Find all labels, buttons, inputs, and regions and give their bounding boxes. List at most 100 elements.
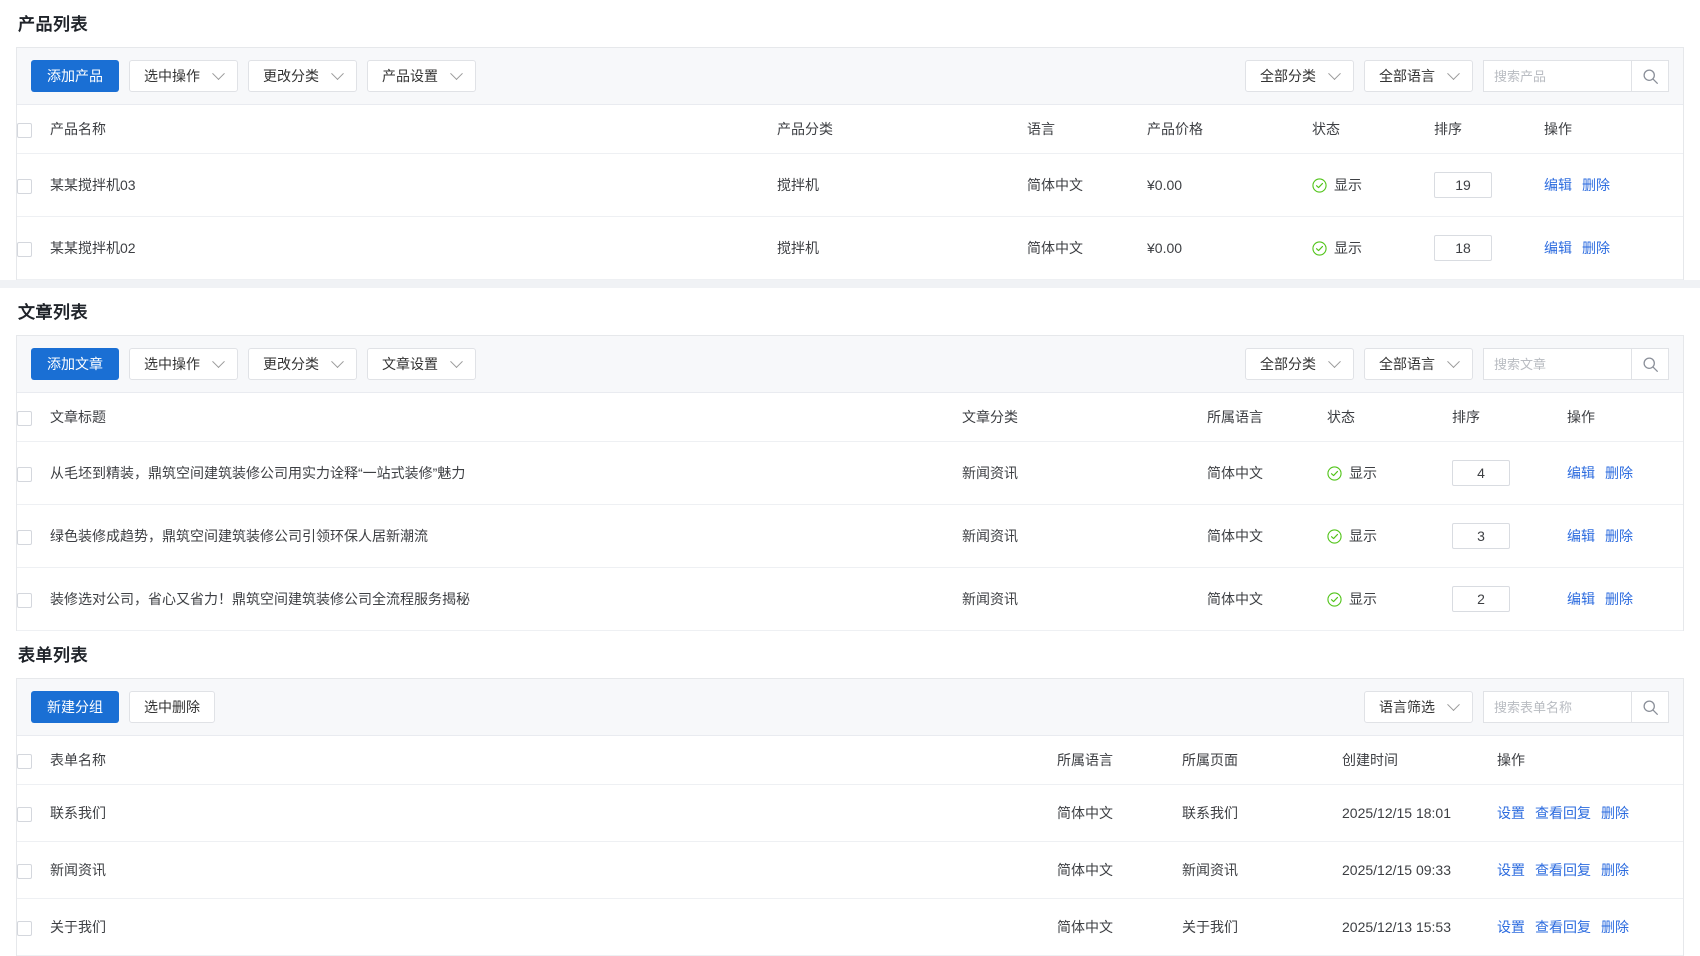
select-all-checkbox[interactable] [17, 122, 32, 138]
settings-link[interactable]: 设置 [1497, 919, 1525, 935]
article-filter-category-dropdown[interactable]: 全部分类 [1245, 348, 1354, 380]
delete-link[interactable]: 删除 [1582, 177, 1610, 193]
product-filter-language-dropdown[interactable]: 全部语言 [1364, 60, 1473, 92]
form-th-page: 所属页面 [1182, 736, 1342, 785]
product-change-category-dropdown[interactable]: 更改分类 [248, 60, 357, 92]
check-circle-icon [1312, 240, 1327, 256]
article-th-actions: 操作 [1567, 393, 1683, 442]
article-title-label: 装修选对公司，省心又省力！鼎筑空间建筑装修公司全流程服务揭秘 [50, 591, 470, 607]
delete-link[interactable]: 删除 [1582, 240, 1610, 256]
article-search-button[interactable] [1631, 348, 1669, 380]
sort-input[interactable] [1434, 235, 1492, 261]
delete-link[interactable]: 删除 [1605, 591, 1633, 607]
form-actions-cell: 设置 查看回复 删除 [1497, 898, 1683, 956]
add-product-button[interactable]: 添加产品 [31, 60, 119, 92]
form-page-cell: 关于我们 [1182, 898, 1342, 956]
form-table-header-row: 表单名称 所属语言 所属页面 创建时间 操作 [17, 736, 1683, 785]
row-checkbox[interactable] [17, 592, 32, 608]
article-bulk-action-dropdown[interactable]: 选中操作 [129, 348, 238, 380]
form-search-input[interactable] [1483, 691, 1631, 723]
row-checkbox[interactable] [17, 178, 32, 194]
row-checkbox[interactable] [17, 529, 32, 545]
form-bulk-delete-button[interactable]: 选中删除 [129, 691, 215, 723]
row-checkbox[interactable] [17, 806, 32, 822]
view-replies-link[interactable]: 查看回复 [1535, 805, 1591, 821]
article-language-cell: 简体中文 [1207, 504, 1327, 568]
product-filter-category-dropdown[interactable]: 全部分类 [1245, 60, 1354, 92]
check-circle-icon [1327, 591, 1342, 607]
form-name-label: 联系我们 [50, 805, 106, 821]
article-table-header-row: 文章标题 文章分类 所属语言 状态 排序 操作 [17, 393, 1683, 442]
product-category-cell: 搅拌机 [777, 216, 1027, 280]
product-bulk-action-dropdown[interactable]: 选中操作 [129, 60, 238, 92]
product-th-language: 语言 [1027, 105, 1147, 154]
edit-link[interactable]: 编辑 [1544, 240, 1572, 256]
product-panel: 添加产品 选中操作 更改分类 产品设置 全部分类 [16, 47, 1684, 280]
article-bulk-action-label: 选中操作 [144, 356, 200, 372]
view-replies-link[interactable]: 查看回复 [1535, 862, 1591, 878]
sort-input[interactable] [1452, 523, 1510, 549]
form-name-label: 关于我们 [50, 919, 106, 935]
form-page-cell: 联系我们 [1182, 784, 1342, 842]
settings-link[interactable]: 设置 [1497, 862, 1525, 878]
article-settings-dropdown[interactable]: 文章设置 [367, 348, 476, 380]
table-row: 从毛坯到精装，鼎筑空间建筑装修公司用实力诠释“一站式装修”魅力 新闻资讯 简体中… [17, 441, 1683, 505]
product-status-cell: 显示 [1312, 153, 1434, 217]
edit-link[interactable]: 编辑 [1567, 465, 1595, 481]
row-checkbox[interactable] [17, 863, 32, 879]
article-th-status: 状态 [1327, 393, 1452, 442]
edit-link[interactable]: 编辑 [1544, 177, 1572, 193]
product-price-cell: ¥0.00 [1147, 216, 1312, 280]
delete-link[interactable]: 删除 [1605, 528, 1633, 544]
product-name-cell: 某某搅拌机03 [17, 153, 777, 217]
delete-link[interactable]: 删除 [1601, 862, 1629, 878]
row-checkbox[interactable] [17, 920, 32, 936]
article-filter-language-dropdown[interactable]: 全部语言 [1364, 348, 1473, 380]
product-settings-dropdown[interactable]: 产品设置 [367, 60, 476, 92]
form-th-name-label: 表单名称 [50, 752, 106, 768]
article-th-category: 文章分类 [962, 393, 1207, 442]
article-search-input[interactable] [1483, 348, 1631, 380]
article-title-cell: 从毛坯到精装，鼎筑空间建筑装修公司用实力诠释“一站式装修”魅力 [17, 441, 962, 505]
form-search-button[interactable] [1631, 691, 1669, 723]
article-actions-cell: 编辑 删除 [1567, 441, 1683, 505]
article-title-cell: 装修选对公司，省心又省力！鼎筑空间建筑装修公司全流程服务揭秘 [17, 567, 962, 631]
edit-link[interactable]: 编辑 [1567, 528, 1595, 544]
product-search-input[interactable] [1483, 60, 1631, 92]
view-replies-link[interactable]: 查看回复 [1535, 919, 1591, 935]
settings-link[interactable]: 设置 [1497, 805, 1525, 821]
select-all-checkbox[interactable] [17, 753, 32, 769]
form-panel: 新建分组 选中删除 语言筛选 [16, 678, 1684, 956]
sort-input[interactable] [1434, 172, 1492, 198]
form-language-cell: 简体中文 [1057, 784, 1182, 842]
article-actions-cell: 编辑 删除 [1567, 567, 1683, 631]
row-checkbox[interactable] [17, 466, 32, 482]
row-checkbox[interactable] [17, 241, 32, 257]
article-change-category-dropdown[interactable]: 更改分类 [248, 348, 357, 380]
edit-link[interactable]: 编辑 [1567, 591, 1595, 607]
sort-input[interactable] [1452, 460, 1510, 486]
product-th-name-label: 产品名称 [50, 121, 106, 137]
product-name-label: 某某搅拌机02 [50, 240, 136, 256]
form-filter-language-dropdown[interactable]: 语言筛选 [1364, 691, 1473, 723]
chevron-down-icon [212, 66, 225, 80]
product-section-title: 产品列表 [0, 0, 1700, 47]
delete-link[interactable]: 删除 [1601, 805, 1629, 821]
product-status-cell: 显示 [1312, 216, 1434, 280]
table-row: 装修选对公司，省心又省力！鼎筑空间建筑装修公司全流程服务揭秘 新闻资讯 简体中文… [17, 567, 1683, 631]
new-group-button[interactable]: 新建分组 [31, 691, 119, 723]
delete-link[interactable]: 删除 [1601, 919, 1629, 935]
delete-link[interactable]: 删除 [1605, 465, 1633, 481]
product-filter-language-label: 全部语言 [1379, 68, 1435, 84]
product-search-button[interactable] [1631, 60, 1669, 92]
search-icon [1642, 356, 1658, 372]
chevron-down-icon [1328, 66, 1341, 80]
sort-input[interactable] [1452, 586, 1510, 612]
product-search-group [1483, 60, 1669, 92]
add-article-button[interactable]: 添加文章 [31, 348, 119, 380]
table-row: 绿色装修成趋势，鼎筑空间建筑装修公司引领环保人居新潮流 新闻资讯 简体中文 显示 [17, 504, 1683, 568]
form-created-cell: 2025/12/15 18:01 [1342, 784, 1497, 842]
select-all-checkbox[interactable] [17, 410, 32, 426]
product-filter-category-label: 全部分类 [1260, 68, 1316, 84]
